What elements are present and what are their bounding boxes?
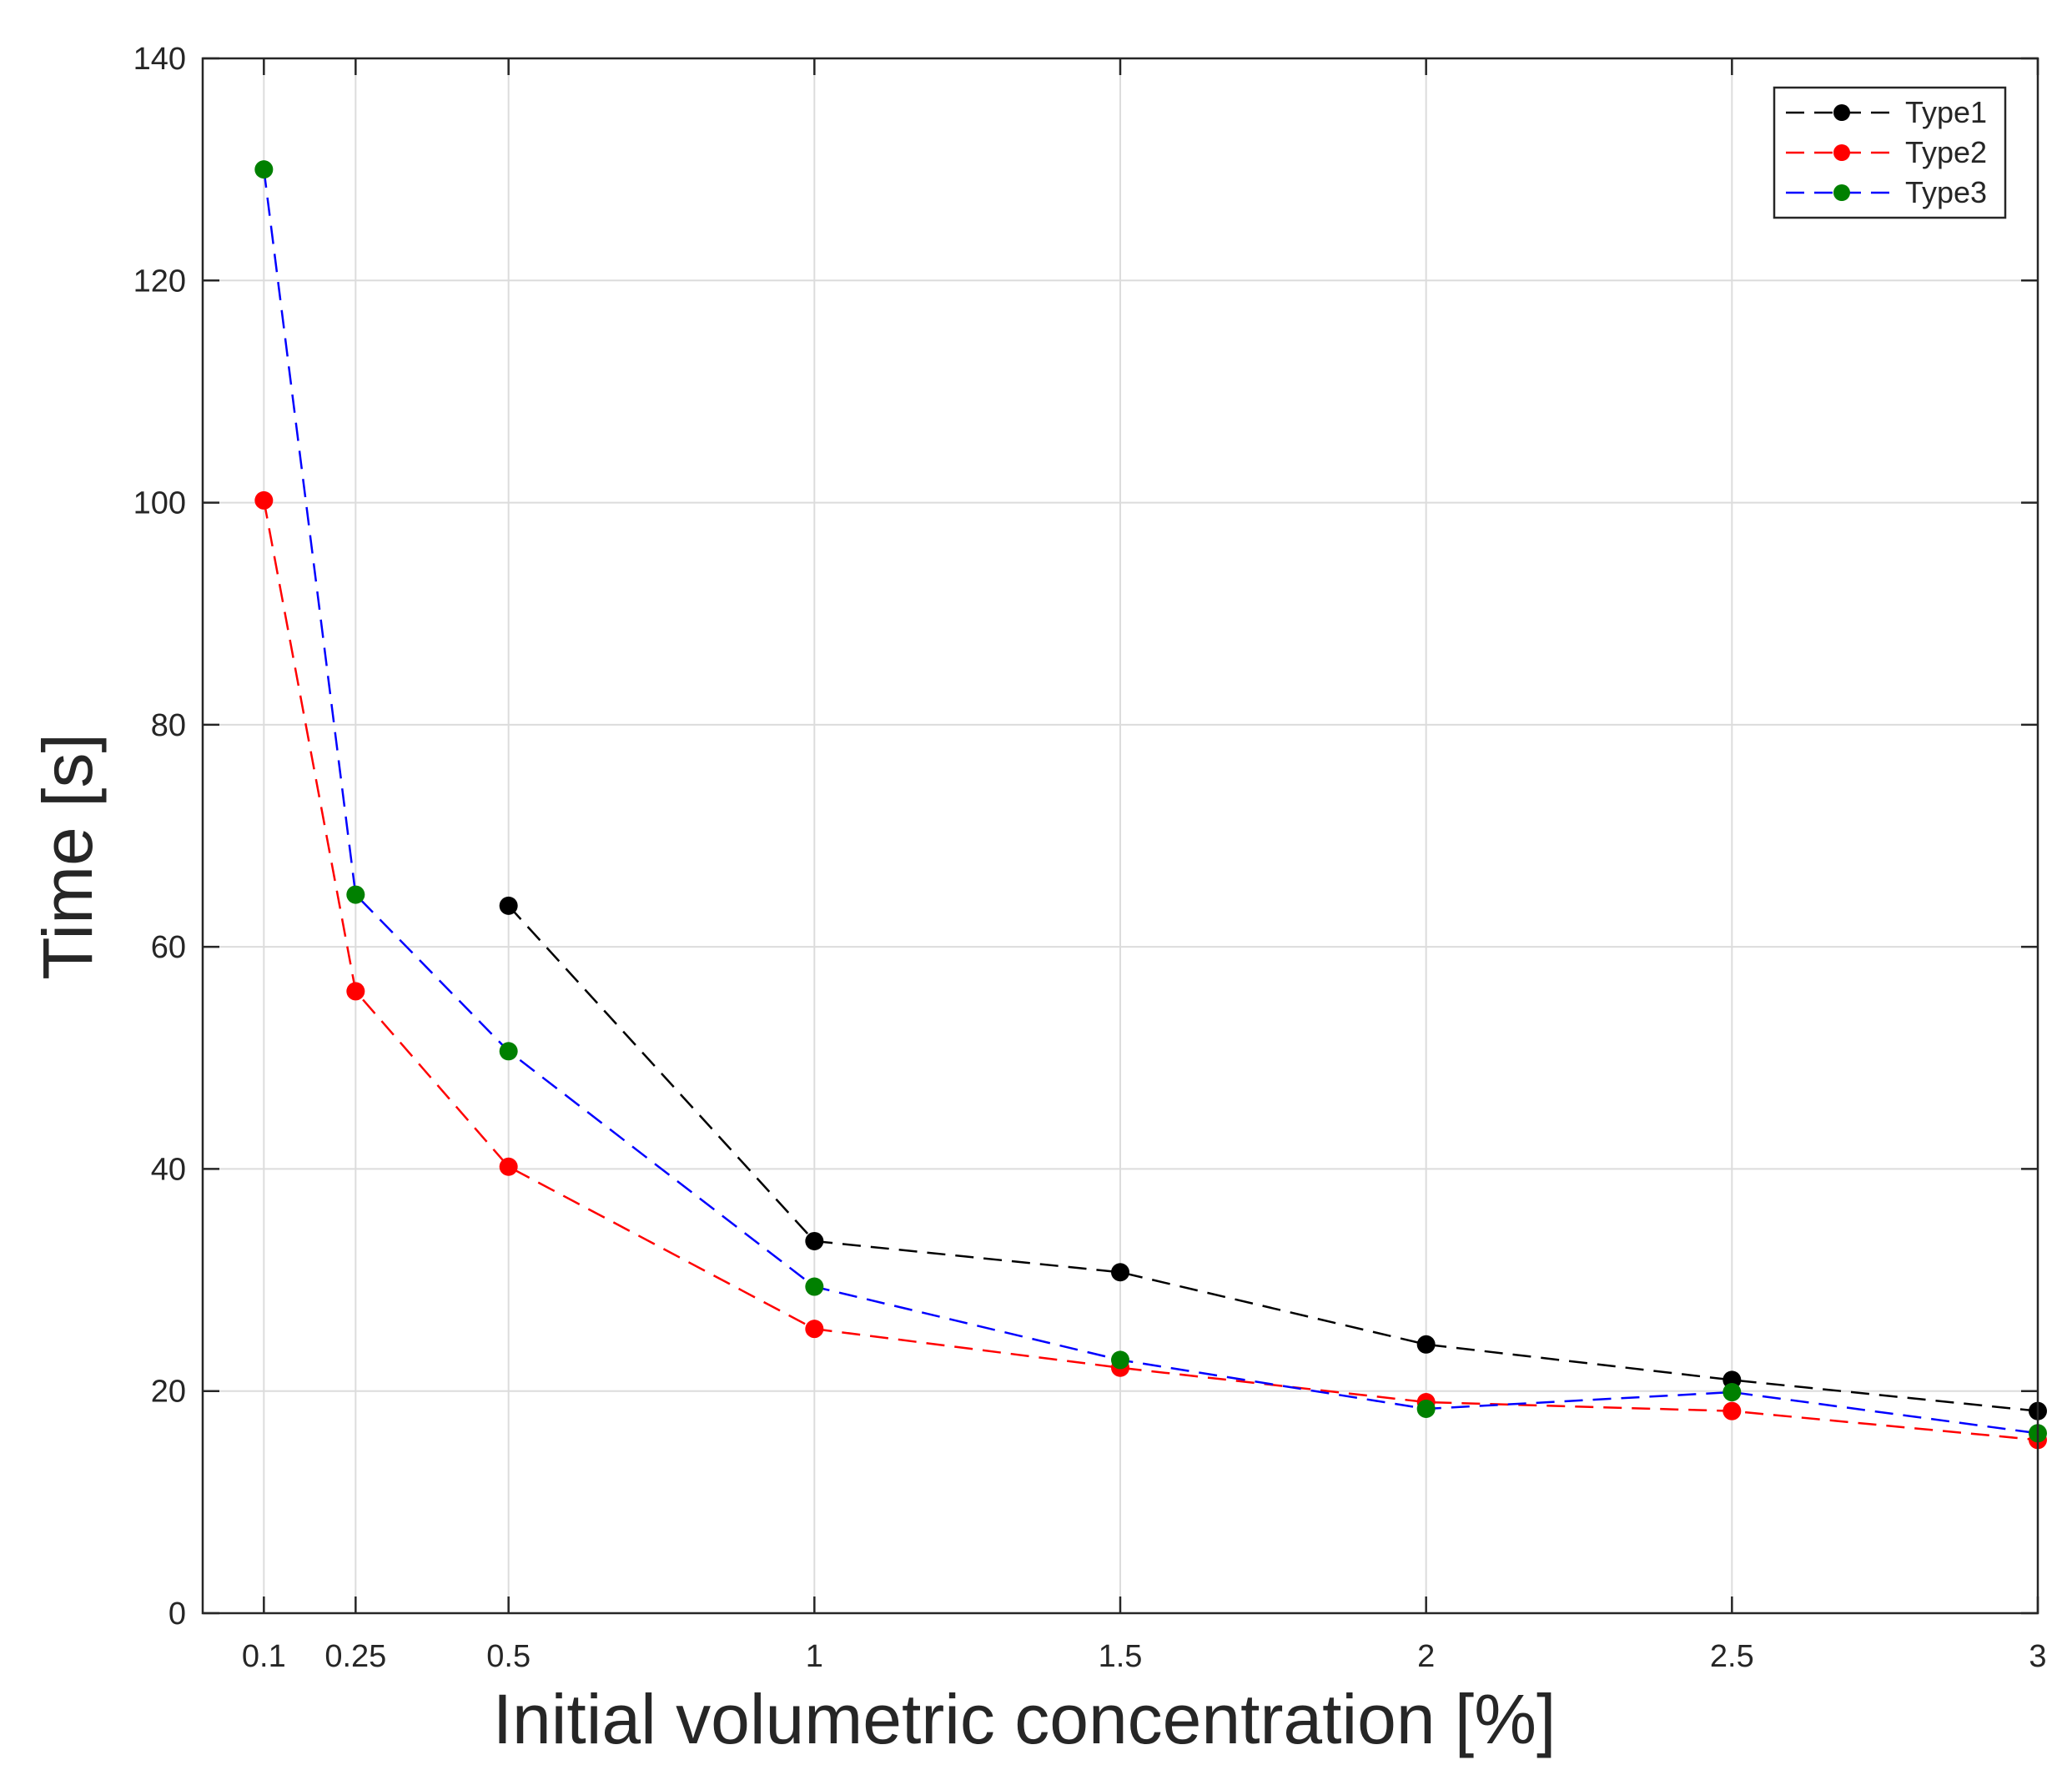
data-point-type1 <box>1416 1335 1436 1354</box>
legend-label-type1: Type1 <box>1905 95 1987 129</box>
legend-label-type3: Type3 <box>1905 175 1987 209</box>
legend-marker-type2 <box>1833 144 1850 161</box>
data-point-type2 <box>499 1157 518 1176</box>
data-point-type3 <box>1416 1400 1436 1419</box>
y-tick-label: 80 <box>151 708 186 743</box>
data-point-type3 <box>346 885 365 904</box>
x-tick-label: 3 <box>2029 1639 2046 1674</box>
data-point-type1 <box>499 896 518 915</box>
x-tick-label: 1.5 <box>1099 1639 1143 1674</box>
x-tick-label: 0.1 <box>242 1639 286 1674</box>
series-line-type2 <box>263 500 2039 1441</box>
data-point-type3 <box>499 1042 518 1061</box>
series-line-type1 <box>507 905 2039 1412</box>
legend-box <box>1773 86 2007 219</box>
x-tick-label: 1 <box>806 1639 823 1674</box>
y-tick-label: 40 <box>151 1152 186 1187</box>
y-tick-label: 100 <box>133 486 186 521</box>
y-tick-label: 140 <box>133 42 186 77</box>
x-tick-label: 0.5 <box>486 1639 531 1674</box>
x-tick-label: 2 <box>1417 1639 1435 1674</box>
x-tick-label: 2.5 <box>1710 1639 1754 1674</box>
data-point-type3 <box>1111 1350 1129 1370</box>
x-axis-label: Initial volumetric concentration [%] <box>493 1680 1557 1758</box>
y-tick-label: 120 <box>133 264 186 299</box>
series-group <box>254 160 2047 1450</box>
y-tick-label: 20 <box>151 1375 186 1410</box>
legend-marker-type3 <box>1833 184 1850 201</box>
y-axis-label: Time [s] <box>28 733 107 980</box>
series-line-type3 <box>263 168 2039 1435</box>
data-point-type3 <box>1722 1383 1742 1402</box>
data-point-type3 <box>805 1277 824 1296</box>
data-point-type1 <box>805 1231 824 1250</box>
data-point-type2 <box>346 982 365 1001</box>
x-tick-label: 0.25 <box>324 1639 386 1674</box>
data-point-type2 <box>254 490 274 510</box>
data-point-type2 <box>1722 1401 1742 1421</box>
axes-frame <box>201 57 2039 1615</box>
y-tick-label: 0 <box>168 1596 186 1632</box>
data-point-type1 <box>1111 1263 1129 1282</box>
legend: Type1 Type2 Type3 <box>1773 86 2007 219</box>
data-point-type2 <box>805 1320 824 1339</box>
tick-labels: 0.1 0.25 0.5 1 1.5 2 2.5 3 0 20 40 60 80 100 120 140 <box>133 42 2047 1674</box>
y-tick-label: 60 <box>151 930 186 965</box>
legend-label-type2: Type2 <box>1905 135 1987 169</box>
data-point-type3 <box>254 160 274 179</box>
legend-marker-type1 <box>1833 104 1850 121</box>
